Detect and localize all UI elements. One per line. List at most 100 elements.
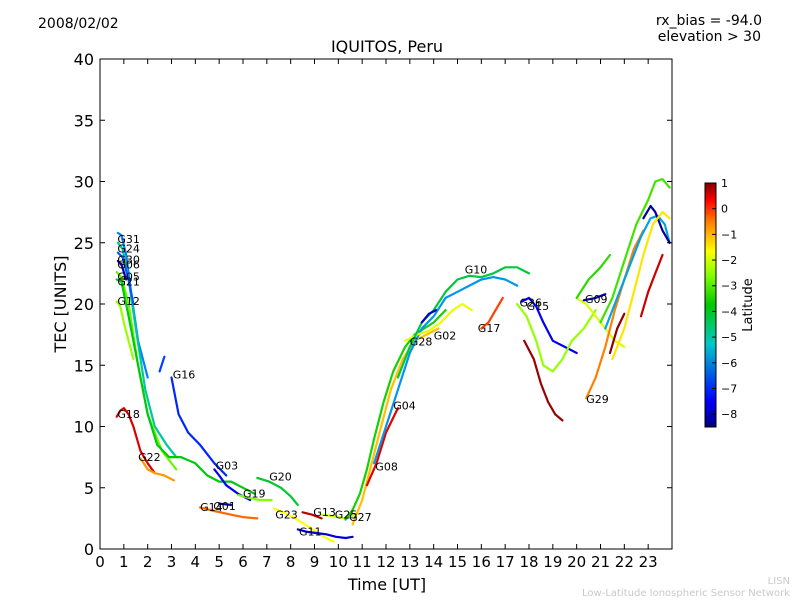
- series-label-g06: G06: [117, 259, 140, 272]
- colorbar-label: Latitude: [741, 278, 756, 332]
- series-line-s4: [639, 253, 664, 318]
- series-line-s2: [604, 214, 671, 330]
- series-line-g29: [523, 339, 564, 422]
- chart-title: IQUITOS, Peru: [331, 37, 443, 56]
- series-line-g10b: [420, 309, 438, 324]
- x-tick-label: 18: [519, 553, 538, 571]
- x-tick-label: 7: [262, 553, 272, 571]
- x-tick-label: 12: [376, 553, 395, 571]
- series-line-g25: [320, 513, 357, 520]
- x-tick-label: 1: [119, 553, 129, 571]
- x-tick-label: 11: [353, 553, 372, 571]
- series-line-g06: [116, 260, 128, 281]
- series-line-s5: [611, 211, 671, 361]
- x-tick-label: 19: [543, 553, 562, 571]
- x-tick-label: 0: [95, 553, 105, 571]
- series-layer: [115, 178, 671, 543]
- series-label-g11: G11: [299, 526, 322, 539]
- series-line-g18: [115, 407, 156, 475]
- series-line-g19: [237, 494, 273, 502]
- x-tick-label: 4: [191, 553, 201, 571]
- x-tick-label: 5: [214, 553, 224, 571]
- series-label-g09: G09: [585, 293, 608, 306]
- series-line-s7: [608, 312, 626, 355]
- series-line-g14: [199, 506, 259, 520]
- series-line-g21: [115, 278, 256, 495]
- series-line-g04: [365, 407, 399, 487]
- colorbar-tick-label: −6: [721, 357, 737, 370]
- series-label-g10: G10: [465, 263, 488, 276]
- y-tick-label: 20: [74, 295, 94, 314]
- elevation-label: elevation > 30: [657, 29, 761, 45]
- x-tick-label: 23: [639, 553, 658, 571]
- x-tick-label: 10: [329, 553, 348, 571]
- series-line-g20: [256, 476, 299, 506]
- x-tick-label: 15: [448, 553, 467, 571]
- series-label-g22: G22: [138, 451, 161, 464]
- series-line-g13: [301, 511, 323, 520]
- series-line-g08: [351, 327, 440, 526]
- series-label-g08: G08: [375, 461, 398, 474]
- x-tick-label: 13: [400, 553, 419, 571]
- series-label-g21: G21: [117, 276, 140, 289]
- colorbar-tick-label: −7: [721, 382, 737, 395]
- series-label-g31: G31: [117, 233, 140, 246]
- series-label-g17: G17: [478, 322, 501, 335]
- y-axis: 0 5 10 15 20 25 30 35 40: [74, 50, 672, 559]
- series-line-g28: [373, 276, 519, 465]
- series-label-g30: G30: [117, 254, 140, 267]
- x-tick-label: 3: [167, 553, 177, 571]
- x-tick-label: 2: [143, 553, 153, 571]
- series-line-g10: [396, 266, 531, 379]
- x-tick-label: 21: [591, 553, 610, 571]
- y-tick-label: 0: [84, 540, 94, 559]
- x-tick-label: 9: [310, 553, 320, 571]
- colorbar-tick-label: −2: [721, 254, 737, 267]
- rx-bias-label: rx_bias = -94.0: [655, 13, 762, 29]
- colorbar-tick-label: −3: [721, 280, 737, 293]
- series-label-g25: G25: [335, 508, 358, 521]
- series-line-g22: [139, 457, 175, 482]
- series-line-g15: [515, 302, 597, 373]
- x-tick-label: 14: [424, 553, 443, 571]
- colorbar-tick-label: −5: [721, 331, 737, 344]
- series-label-g24: G24: [117, 243, 140, 256]
- series-line-g16: [158, 355, 166, 373]
- series-label-g19: G19: [243, 488, 266, 501]
- colorbar-tick-label: −4: [721, 305, 737, 318]
- y-tick-label: 15: [74, 356, 94, 375]
- series-label-g02: G02: [434, 330, 457, 343]
- series-label-g23: G23: [275, 508, 298, 521]
- series-line-g30: [116, 251, 135, 306]
- series-label-g01: G01: [213, 500, 236, 513]
- series-line-s3: [642, 204, 671, 244]
- series-line-g11: [296, 528, 354, 540]
- series-line-g01: [218, 502, 233, 506]
- y-tick-label: 5: [84, 479, 94, 498]
- series-line-g23: [272, 507, 335, 543]
- colorbar-tick-label: 1: [721, 177, 728, 190]
- series-line-g09b: [582, 293, 607, 302]
- series-label-g12: G12: [117, 295, 140, 308]
- x-tick-label: 8: [286, 553, 296, 571]
- x-tick-label: 16: [472, 553, 491, 571]
- series-line-g17: [480, 296, 504, 330]
- colorbar-tick-label: −1: [721, 228, 737, 241]
- series-label-g26: G26: [520, 296, 543, 309]
- y-tick-label: 40: [74, 50, 94, 69]
- x-axis-label: Time [UT]: [347, 575, 426, 594]
- y-tick-label: 25: [74, 234, 94, 253]
- series-line-g16b: [170, 376, 228, 477]
- series-line-g26: [520, 296, 578, 355]
- footer-lisn: LISN: [767, 576, 790, 587]
- series-label-g16: G16: [173, 369, 196, 382]
- series-label-g03: G03: [216, 459, 239, 472]
- colorbar-ticks: 1 0 −1 −2 −3 −4 −5 −6 −7 −8: [712, 177, 737, 421]
- y-tick-label: 35: [74, 111, 94, 130]
- series-line-s1: [599, 178, 671, 324]
- y-tick-label: 10: [74, 418, 94, 437]
- y-tick-label: 30: [74, 173, 94, 192]
- x-tick-label: 17: [496, 553, 515, 571]
